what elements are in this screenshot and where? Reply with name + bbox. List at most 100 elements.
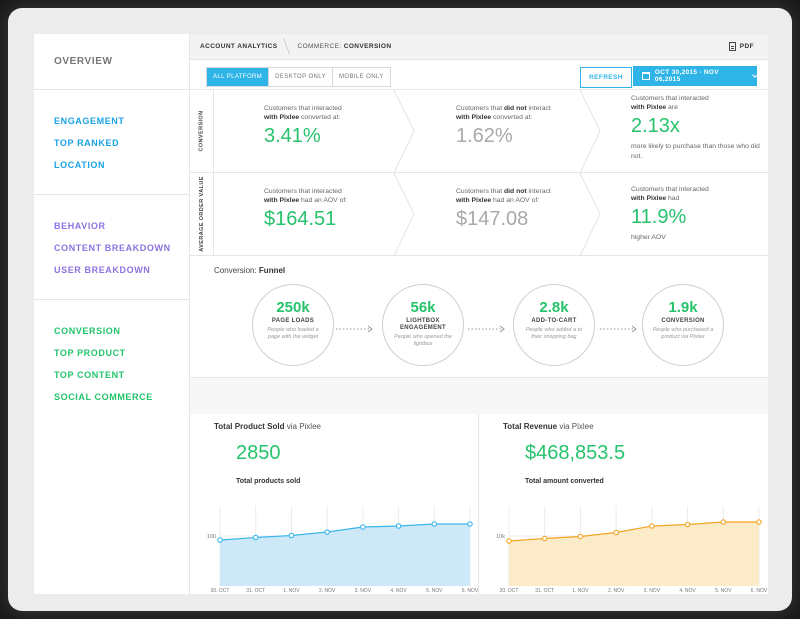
funnel-step-value: 250k bbox=[276, 299, 310, 316]
desc-bold: did not bbox=[503, 105, 527, 112]
device-frame: OVERVIEW ENGAGEMENT TOP RANKED LOCATION … bbox=[8, 8, 792, 611]
data-point bbox=[577, 533, 584, 540]
x-tick-label: 6. NOV bbox=[462, 588, 479, 594]
sidebar-behavior-section: BEHAVIOR CONTENT BREAKDOWN USER BREAKDOW… bbox=[34, 195, 189, 300]
metric-description: Customers that interacted with Pixlee had… bbox=[264, 187, 394, 205]
sidebar-overview-section: OVERVIEW bbox=[34, 34, 189, 90]
breadcrumb-commerce-conversion: COMMERCE: CONVERSION bbox=[289, 43, 391, 50]
sidebar: OVERVIEW ENGAGEMENT TOP RANKED LOCATION … bbox=[34, 34, 190, 594]
pdf-export-button[interactable]: PDF bbox=[728, 42, 754, 51]
x-tick-label: 1. NOV bbox=[283, 588, 300, 594]
funnel-step-desc: People who added a to their shopping bag bbox=[525, 327, 583, 341]
sidebar-item-top-ranked[interactable]: TOP RANKED bbox=[54, 138, 120, 148]
calendar-icon bbox=[642, 72, 650, 80]
funnel-step-desc: People who loaded a page with the widget bbox=[267, 327, 319, 341]
filter-all-platform[interactable]: ALL PLATFORM bbox=[207, 68, 270, 86]
sidebar-item-content-breakdown[interactable]: CONTENT BREAKDOWN bbox=[54, 243, 171, 253]
metric-value: 11.9% bbox=[631, 206, 687, 229]
desc-text: Customers that interacted bbox=[264, 188, 342, 195]
panel-title-rest: via Pixlee bbox=[557, 422, 594, 431]
funnel-step-label: ADD-TO-CART bbox=[531, 318, 577, 324]
metric-description: Customers that did not interact with Pixl… bbox=[456, 104, 586, 122]
data-point bbox=[324, 529, 330, 535]
y-tick-label: 10k bbox=[496, 534, 505, 540]
data-point bbox=[360, 524, 366, 530]
row-label-aov: AVERAGE ORDER VALUE bbox=[190, 173, 214, 255]
sidebar-item-engagement[interactable]: ENGAGEMENT bbox=[54, 116, 125, 126]
desc-bold: with Pixlee bbox=[456, 197, 492, 205]
sidebar-item-top-content[interactable]: TOP CONTENT bbox=[54, 370, 125, 380]
products-sold-panel: Total Product Sold via Pixlee 2850 Total… bbox=[190, 414, 479, 594]
filter-mobile-only[interactable]: MOBILE ONLY bbox=[338, 74, 384, 80]
desc-bold: with Pixlee bbox=[631, 104, 667, 112]
sidebar-item-location[interactable]: LOCATION bbox=[54, 160, 106, 170]
sidebar-item-user-breakdown[interactable]: USER BREAKDOWN bbox=[54, 265, 151, 275]
data-point bbox=[756, 519, 762, 525]
platform-filter: ALL PLATFORM DESKTOP ONLY MOBILE ONLY bbox=[206, 67, 391, 87]
funnel-step-value: 2.8k bbox=[539, 299, 569, 316]
desc-text: Customers that bbox=[456, 105, 504, 112]
row-label-text: AVERAGE ORDER VALUE bbox=[198, 176, 205, 252]
funnel-title-prefix: Conversion: bbox=[214, 266, 259, 275]
data-point bbox=[684, 521, 691, 528]
funnel-title-bold: Funnel bbox=[258, 266, 286, 275]
row-label-conversion: CONVERSION bbox=[190, 90, 214, 172]
metric-value: $164.51 bbox=[264, 208, 337, 231]
desc-text: Customers that interacted bbox=[631, 95, 709, 102]
app-window: OVERVIEW ENGAGEMENT TOP RANKED LOCATION … bbox=[34, 34, 768, 594]
data-point bbox=[720, 519, 727, 525]
data-point bbox=[395, 523, 402, 529]
main-content: ACCOUNT ANALYTICS COMMERCE: CONVERSION P… bbox=[190, 34, 768, 594]
data-point bbox=[252, 534, 259, 541]
x-tick-label: 6. NOV bbox=[751, 588, 768, 594]
aov-metrics-row: AVERAGE ORDER VALUE Customers that inter… bbox=[190, 173, 768, 256]
desc-text: are bbox=[666, 104, 678, 112]
sidebar-item-overview[interactable]: OVERVIEW bbox=[54, 56, 113, 67]
funnel-step-desc: People who purchased a product via Pixle… bbox=[652, 327, 714, 341]
funnel-step-label: CONVERSION bbox=[661, 318, 705, 324]
desc-bold: did not bbox=[503, 188, 527, 195]
sidebar-item-social-commerce[interactable]: SOCIAL COMMERCE bbox=[54, 392, 153, 402]
funnel-step-add-to-cart: 2.8k ADD-TO-CART People who added a to t… bbox=[513, 284, 595, 366]
x-tick-label: 2. NOV bbox=[608, 588, 625, 594]
aov-lift: Customers that interacted with Pixlee had… bbox=[631, 185, 761, 267]
desc-bold: with Pixlee bbox=[631, 195, 667, 203]
breadcrumb-account-analytics[interactable]: ACCOUNT ANALYTICS bbox=[200, 43, 289, 50]
metric-description: Customers that interacted with Pixlee are bbox=[631, 94, 761, 112]
refresh-button[interactable]: REFRESH bbox=[580, 67, 632, 88]
row-arrow-dividers bbox=[393, 90, 601, 173]
data-point bbox=[288, 532, 295, 539]
funnel-arrow-icon bbox=[336, 325, 373, 333]
breadcrumb-prefix: COMMERCE: bbox=[297, 43, 342, 50]
data-point bbox=[217, 537, 223, 543]
panel-title: Total Revenue via Pixlee bbox=[503, 422, 594, 431]
totals-panels: Total Product Sold via Pixlee 2850 Total… bbox=[190, 414, 768, 594]
metric-subtext: more likely to purchase than those who d… bbox=[631, 143, 760, 160]
funnel-title: Conversion: Funnel bbox=[214, 266, 285, 275]
conversion-lift: Customers that interacted with Pixlee are… bbox=[631, 94, 761, 176]
filter-desktop-only[interactable]: DESKTOP ONLY bbox=[269, 68, 333, 86]
sidebar-item-top-product[interactable]: TOP PRODUCT bbox=[54, 348, 126, 358]
desc-text: interact bbox=[526, 105, 551, 112]
metric-description: Customers that interacted with Pixlee con… bbox=[264, 104, 394, 122]
desc-text: converted at: bbox=[491, 114, 533, 122]
area-fill bbox=[220, 524, 470, 586]
data-point bbox=[431, 521, 438, 527]
metric-value: 1.62% bbox=[456, 125, 513, 148]
funnel-step-value: 56k bbox=[410, 299, 436, 316]
sidebar-item-conversion[interactable]: CONVERSION bbox=[54, 326, 121, 336]
metric-subtext: higher AOV bbox=[631, 234, 666, 242]
funnel-step-label: PAGE LOADS bbox=[271, 318, 315, 324]
desc-text: had bbox=[666, 195, 680, 203]
date-range-picker[interactable]: OCT 30,2015 - NOV 06,2015 bbox=[633, 66, 758, 86]
x-tick-label: 5. NOV bbox=[715, 588, 732, 594]
desc-text: Customers that bbox=[456, 188, 504, 195]
x-tick-label: 4. NOV bbox=[679, 588, 696, 594]
data-point bbox=[613, 529, 619, 536]
sidebar-item-behavior[interactable]: BEHAVIOR bbox=[54, 221, 106, 231]
desc-bold: with Pixlee bbox=[264, 114, 300, 122]
revenue-panel: Total Revenue via Pixlee $468,853.5 Tota… bbox=[479, 414, 768, 594]
desc-text: Customers that interacted bbox=[631, 186, 709, 193]
series-line bbox=[508, 521, 759, 542]
panel-big-value: $468,853.5 bbox=[525, 442, 626, 464]
